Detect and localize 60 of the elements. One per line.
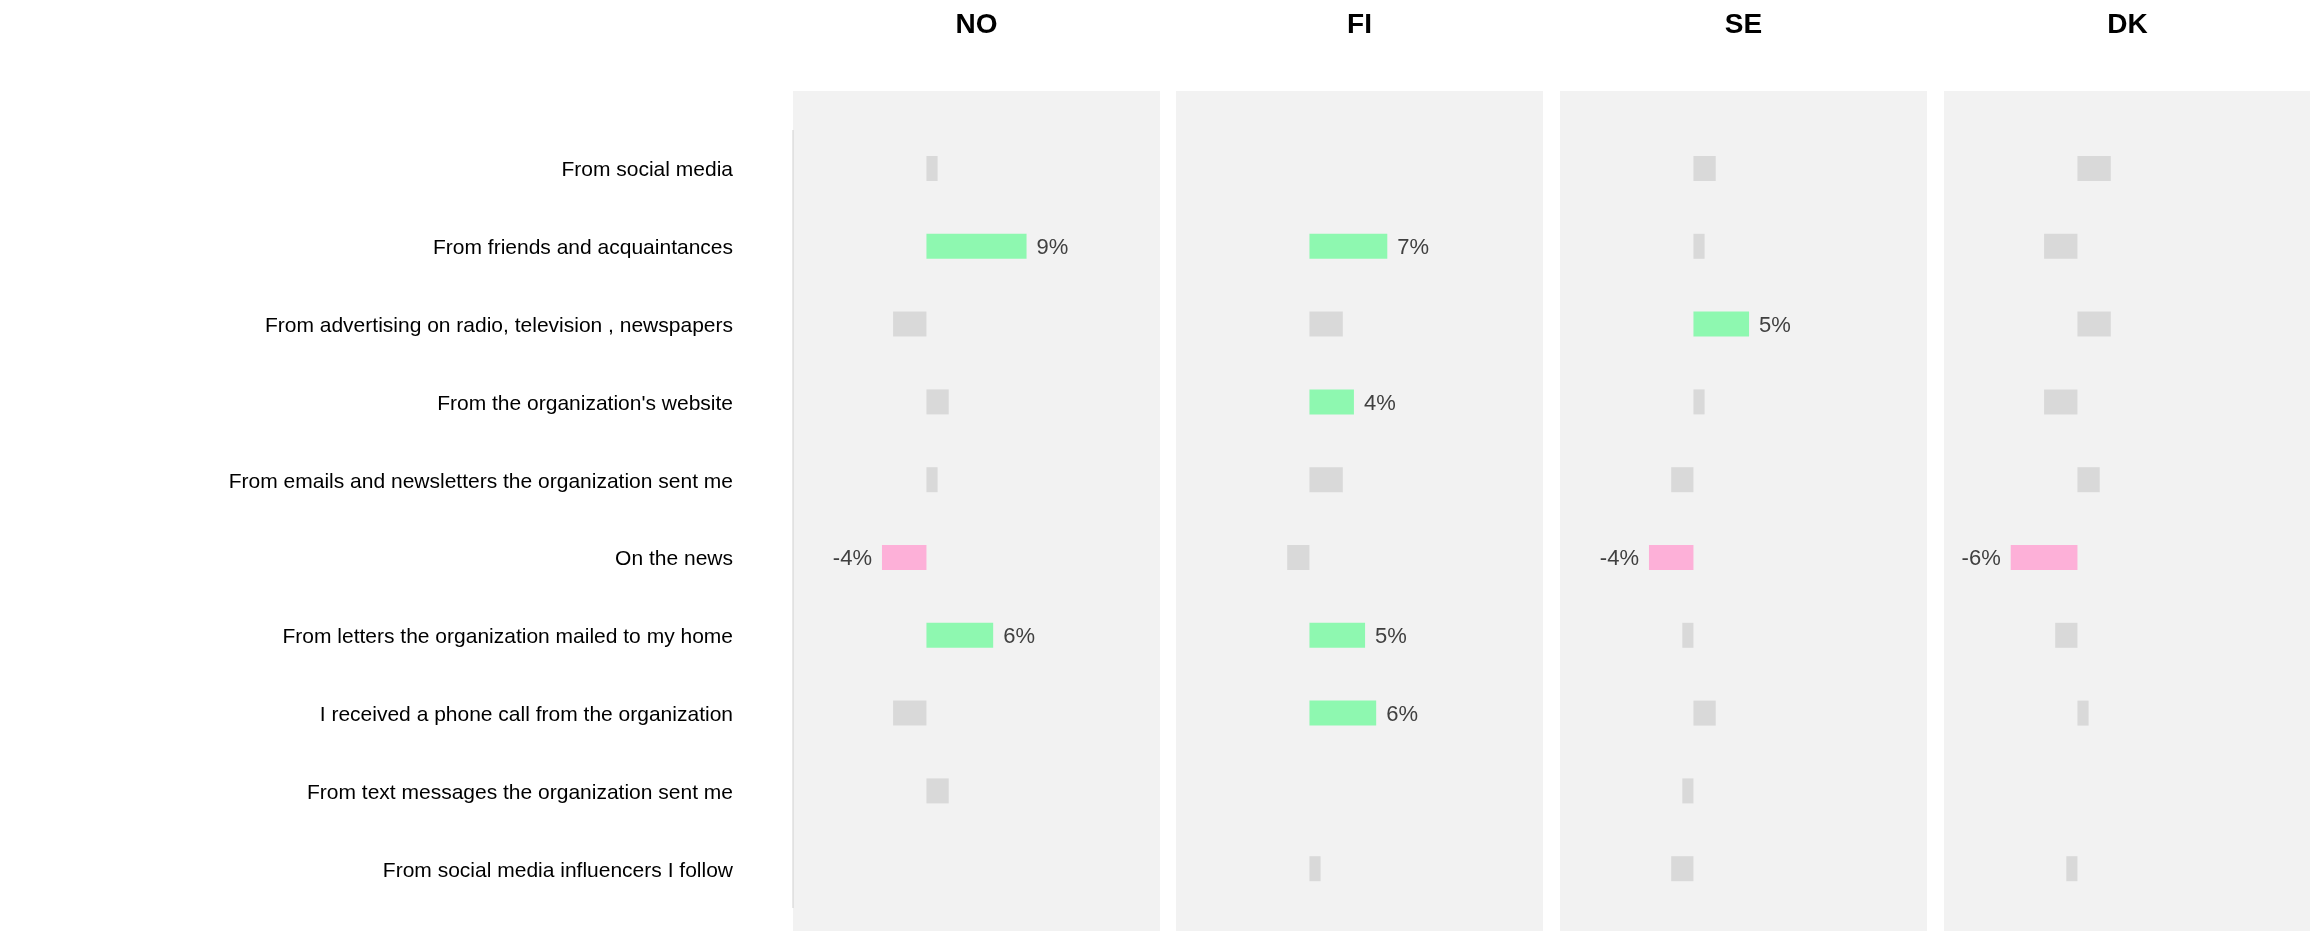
bar [2077,467,2100,493]
data-label: 6% [1003,623,1035,648]
data-label: -4% [1599,545,1639,571]
chart-title: FI [1346,8,1373,40]
data-label: 7% [1397,234,1430,259]
data-label: -6% [1961,545,2001,571]
bar [881,545,927,570]
bar [1309,389,1354,415]
bar [1309,856,1321,882]
bar [1693,233,1705,259]
bar [2066,856,2078,882]
bar [893,700,927,726]
bar [1682,778,1694,804]
bar [1693,311,1750,337]
bar [2055,622,2078,648]
y-tick-label: On the news [615,546,733,570]
y-tick-label: From text messages the organization sent me [306,779,733,803]
bar [1648,545,1694,570]
bar [926,778,949,804]
bar [1309,622,1366,648]
data-label: 5% [1375,623,1407,648]
bar [1309,311,1343,337]
bar [1693,700,1716,726]
bar [1682,622,1694,648]
chart-title: SE [1723,8,1764,40]
bar [1309,467,1343,493]
bar [2044,389,2078,415]
data-label: 9% [1036,234,1069,259]
bar [1671,467,1694,493]
bar [926,233,1027,259]
data-label: 6% [1386,700,1418,726]
bar [926,156,938,181]
bar [1693,156,1716,181]
y-tick-label: From the organization's website [437,390,733,414]
y-tick-label: From advertising on radio, television , newspapers [264,312,733,336]
y-tick-label: From letters the organization mailed to my home [282,624,733,648]
bar [2077,156,2111,181]
bar [893,311,927,337]
y-tick-label: From social media influencers I follow [382,857,734,881]
chart-title: NO [954,8,999,40]
bar [926,622,994,648]
y-tick-label: From emails and newsletters the organization sent me [228,468,733,492]
bar [1693,389,1705,415]
bar [1309,233,1388,259]
bar [1287,545,1310,570]
chart-title: DK [2106,8,2149,40]
y-tick-label: I received a phone call from the organization [319,701,733,725]
data-label: 5% [1759,311,1791,337]
y-tick-label: From friends and acquaintances [433,235,733,259]
bar [2044,233,2078,259]
bar [926,389,949,415]
bar [926,467,938,493]
bar [1671,856,1694,882]
data-label: 4% [1363,389,1396,415]
data-label: -4% [832,545,872,571]
bar [2010,545,2078,570]
bar [2077,311,2111,337]
y-tick-label: From social media [561,157,734,181]
bar [1309,700,1377,726]
bar [2077,700,2089,726]
